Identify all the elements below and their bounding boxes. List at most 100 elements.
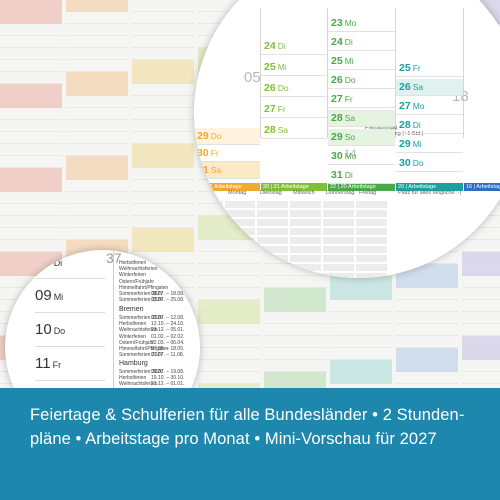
timetable-cell (256, 236, 289, 245)
holiday-dates: 07.05. – 18.05. (151, 346, 185, 352)
holiday-entry: Herbstferien (119, 260, 146, 266)
bg-row (462, 372, 500, 384)
timetable-header: Dienstag (260, 190, 282, 196)
notes-title: Platz für alles Mögliche :-) (398, 190, 462, 196)
bg-row (132, 96, 194, 108)
timetable-cell (355, 209, 388, 218)
day-number: 28 (331, 112, 343, 124)
holiday-name: Sommerferien 2026 (119, 315, 163, 321)
bg-row (0, 192, 62, 204)
timetable-cell (289, 236, 322, 245)
holiday-name: Sommerferien 2027 (119, 352, 163, 359)
bg-row (0, 108, 62, 120)
day-number: 27 (399, 100, 411, 112)
bg-row (396, 276, 458, 288)
calendar-day: 29 So (328, 129, 395, 146)
timetable-cell (256, 227, 289, 236)
holiday-dates: 01.07. – 11.08. (151, 352, 184, 359)
bg-row (462, 360, 500, 372)
calendar-day: 31 Sa (194, 162, 260, 179)
calendar-day: 28 Sa (261, 122, 327, 139)
bg-row (66, 108, 128, 120)
holiday-name: Winterferien (119, 333, 146, 340)
bg-row (330, 348, 392, 360)
bg-row (462, 348, 500, 360)
weekday: Do (277, 83, 289, 93)
day-number: 26 (264, 82, 276, 94)
timetable-header: Zeit (198, 190, 208, 196)
bg-row (66, 120, 128, 132)
day-number: 10 (35, 321, 52, 338)
bg-row (0, 144, 62, 156)
calendar-day: 26 Do (328, 72, 395, 89)
bg-row (66, 72, 128, 84)
workdays-bar: 20 | Arbeitstage (396, 183, 463, 191)
holiday-entry: Sommerferien 2026 02.07. – 12.08. (119, 315, 184, 321)
holiday-name: Herbstferien (119, 260, 147, 266)
bg-row (0, 24, 62, 36)
feature-banner: Feiertage & Schulferien für alle Bundesl… (0, 388, 500, 500)
bg-row (132, 72, 194, 84)
weekday: Di (277, 41, 286, 51)
bg-row (66, 48, 128, 60)
bg-row (330, 276, 392, 288)
calendar-day: 28 Di (396, 117, 463, 134)
day-number: 26 (331, 74, 343, 86)
bg-row (264, 384, 326, 388)
bg-row (462, 300, 500, 312)
bg-row (462, 324, 500, 336)
day-number: 27 (331, 93, 343, 105)
workdays-bar: 20 | 21 Arbeitstage (261, 183, 327, 191)
day-number: 30 (331, 150, 343, 162)
timetable-cell (194, 218, 224, 227)
holiday-dates: 21.12. – 01.01. (151, 381, 185, 388)
holiday-name: Ostern/Frühjahr (119, 339, 155, 346)
timetable-cell (355, 218, 388, 227)
calendar-day: 10 Do (35, 321, 65, 338)
bg-row (66, 132, 128, 144)
timetable-cell (322, 200, 355, 209)
holiday-entry: Sommerferien 2027 08.07. – 18.08. (119, 291, 184, 297)
bg-row (264, 336, 326, 348)
day-number: 28 (399, 119, 411, 131)
holiday-name: Sommerferien 2026 (119, 369, 163, 375)
timetable-cell (355, 272, 388, 278)
bg-row (264, 324, 326, 336)
day-number: 31 (197, 164, 209, 176)
weekday: Fr (412, 63, 421, 73)
bg-row (264, 372, 326, 384)
weekday: Fr (210, 148, 219, 158)
timetable-cell (256, 218, 289, 227)
bg-row (462, 312, 500, 324)
timetable-cell (194, 272, 224, 278)
holiday-name: Weihnachtsferien (119, 327, 158, 334)
bg-row (330, 360, 392, 372)
column-divider (327, 8, 328, 138)
bg-row (132, 12, 194, 24)
column-divider (260, 8, 261, 138)
day-number: 29 (197, 130, 209, 142)
calendar-day: 31 Di (328, 167, 395, 184)
bg-row (462, 288, 500, 300)
holiday-dates: 12.10. – 24.10. (151, 321, 185, 328)
bg-row (132, 120, 194, 132)
timetable-cell (355, 254, 388, 263)
day-number: 25 (399, 62, 411, 74)
holiday-entry: Himmelfahrt/Pfingsten 07.05. – 18.05. (119, 346, 184, 352)
calendar-day: 28 Sa (328, 110, 395, 127)
day-number: 29 (331, 131, 343, 143)
day-number: 26 (399, 81, 411, 93)
holiday-name: Himmelfahrt/Pfingsten (119, 284, 169, 291)
bg-row (0, 84, 62, 96)
holiday-name: Herbstferien (119, 375, 147, 382)
day-number: 30 (399, 157, 411, 169)
bg-row (330, 372, 392, 384)
bg-row (66, 240, 128, 252)
timetable-cell (289, 227, 322, 236)
timetable-header: Freitag (359, 190, 377, 196)
bg-row (330, 336, 392, 348)
bg-row (0, 168, 62, 180)
holiday-entry: Herbstferien 19.10. – 30.10. (119, 375, 184, 382)
timetable-cell (355, 236, 388, 245)
bg-row (198, 300, 260, 312)
